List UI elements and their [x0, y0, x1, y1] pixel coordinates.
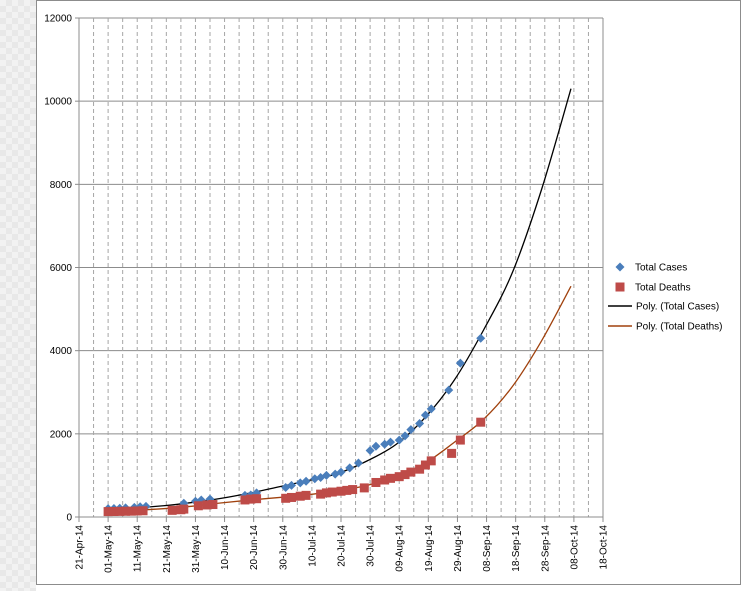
legend-label-total-deaths: Total Deaths	[635, 283, 691, 294]
x-tick-label: 11-May-14	[133, 525, 144, 572]
data-point-total-deaths	[385, 473, 395, 483]
data-point-total-deaths	[121, 506, 131, 516]
data-point-total-cases	[287, 480, 297, 490]
data-point-total-deaths	[103, 507, 113, 517]
horizontal-gridlines	[79, 17, 603, 518]
x-tick-label: 21-May-14	[162, 525, 173, 573]
data-point-total-cases	[301, 476, 311, 486]
data-point-total-cases	[394, 435, 404, 445]
data-point-total-deaths	[426, 456, 436, 466]
x-tick-label: 10-Jul-14	[307, 525, 318, 567]
data-point-total-deaths	[208, 500, 218, 510]
x-tick-label: 31-May-14	[191, 525, 202, 573]
data-point-total-cases	[426, 404, 436, 414]
y-tick-label: 12000	[44, 14, 72, 25]
x-tick-label: 29-Aug-14	[453, 525, 464, 572]
data-point-total-deaths	[301, 490, 311, 500]
data-point-total-cases	[336, 467, 346, 477]
data-point-total-deaths	[348, 485, 358, 495]
data-point-total-cases	[353, 458, 363, 468]
data-point-total-cases	[310, 474, 320, 484]
data-point-total-deaths	[202, 500, 212, 510]
data-point-total-deaths	[327, 487, 337, 497]
data-point-total-deaths	[316, 489, 326, 499]
data-point-total-cases	[420, 410, 430, 420]
data-point-total-deaths	[447, 448, 457, 458]
vertical-gridlines	[93, 18, 589, 517]
x-tick-label: 08-Oct-14	[569, 525, 580, 570]
x-tick-label: 18-Oct-14	[599, 525, 610, 570]
data-point-total-cases	[400, 431, 410, 441]
data-point-total-deaths	[115, 506, 125, 516]
data-point-total-deaths	[252, 494, 262, 504]
data-point-total-deaths	[359, 483, 369, 493]
markers	[103, 333, 486, 517]
y-tick-label: 0	[66, 513, 72, 524]
x-tick-label: 30-Jun-14	[278, 525, 289, 570]
data-point-total-deaths	[281, 493, 291, 503]
legend-label-poly-total-deaths: Poly. (Total Deaths)	[636, 322, 723, 333]
data-point-total-deaths	[400, 470, 410, 480]
x-tick-label: 28-Sep-14	[540, 525, 551, 572]
data-point-total-cases	[371, 441, 381, 451]
data-point-total-deaths	[126, 506, 136, 516]
data-point-total-deaths	[287, 492, 297, 502]
x-tick-label: 19-Aug-14	[424, 525, 435, 572]
data-point-total-cases	[406, 425, 416, 435]
axes	[75, 17, 604, 522]
data-point-total-cases	[365, 445, 375, 455]
legend-label-total-cases: Total Cases	[635, 263, 687, 274]
data-point-total-cases	[415, 418, 425, 428]
data-point-total-deaths	[240, 495, 250, 505]
x-tick-label: 20-Jun-14	[249, 525, 260, 570]
data-point-total-deaths	[371, 477, 381, 487]
x-tick-label: 01-May-14	[104, 525, 115, 573]
data-point-total-deaths	[420, 460, 430, 470]
data-point-total-cases	[476, 333, 486, 343]
data-point-total-deaths	[246, 494, 256, 504]
data-point-total-cases	[455, 358, 465, 368]
x-tick-label: 20-Jul-14	[337, 525, 348, 567]
legend-label-poly-total-cases: Poly. (Total Cases)	[636, 302, 719, 313]
y-tick-labels: 0 2000 4000 6000 8000 10000 12000	[44, 14, 72, 524]
data-point-total-deaths	[167, 505, 177, 515]
y-tick-label: 2000	[50, 429, 73, 440]
data-point-total-deaths	[138, 506, 148, 516]
data-point-total-cases	[345, 463, 355, 473]
data-point-total-deaths	[342, 485, 352, 495]
y-tick-label: 6000	[50, 263, 73, 274]
data-point-total-deaths	[295, 491, 305, 501]
x-tick-label: 08-Sep-14	[482, 525, 493, 572]
data-point-total-deaths	[455, 435, 465, 445]
data-point-total-cases	[321, 470, 331, 480]
x-tick-label: 10-Jun-14	[220, 525, 231, 570]
data-point-total-cases	[385, 437, 395, 447]
legend-key-total-deaths	[615, 282, 625, 292]
y-tick-label: 4000	[50, 346, 73, 357]
x-tick-label: 21-Apr-14	[75, 525, 86, 570]
chart-frame	[36, 0, 741, 585]
data-point-total-cases	[444, 385, 454, 395]
data-point-total-deaths	[179, 504, 189, 514]
data-point-total-deaths	[415, 464, 425, 474]
data-point-total-deaths	[394, 472, 404, 482]
x-tick-label: 09-Aug-14	[395, 525, 406, 572]
data-point-total-deaths	[193, 501, 203, 511]
data-point-total-deaths	[336, 486, 346, 496]
legend: Total Cases Total Deaths Poly. (Total Case…	[608, 262, 723, 333]
legend-key-total-cases	[615, 262, 625, 272]
data-point-total-deaths	[109, 507, 119, 517]
background-strip	[0, 0, 36, 591]
y-tick-label: 8000	[50, 180, 73, 191]
data-point-total-deaths	[132, 506, 142, 516]
y-tick-label: 10000	[44, 97, 72, 108]
x-tick-labels: 21-Apr-14 01-May-14 11-May-14 21-May-14 31-M…	[75, 525, 610, 573]
x-tick-label: 30-Jul-14	[366, 525, 377, 567]
data-point-total-deaths	[406, 467, 416, 477]
data-point-total-deaths	[321, 488, 331, 498]
x-tick-label: 18-Sep-14	[511, 525, 522, 572]
data-point-total-deaths	[476, 417, 486, 427]
data-point-total-deaths	[380, 475, 390, 485]
